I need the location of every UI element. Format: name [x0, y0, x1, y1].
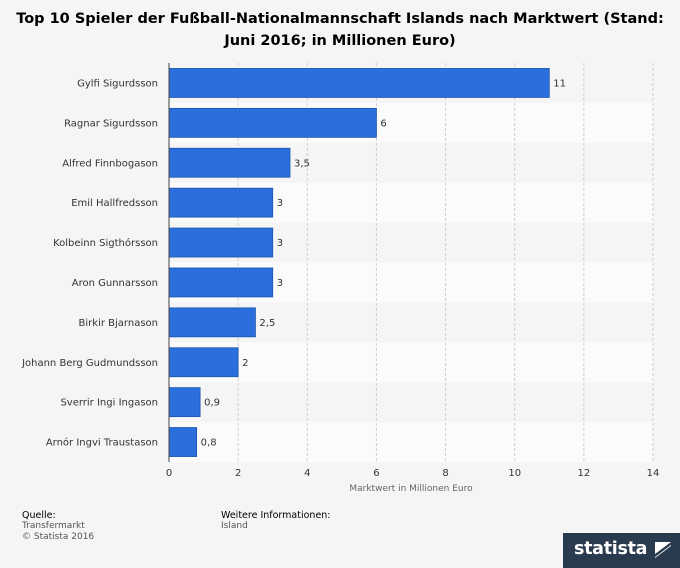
- bar[interactable]: [168, 68, 550, 98]
- bar[interactable]: [168, 267, 274, 298]
- x-tick-label: 0: [166, 468, 172, 479]
- source-block: Quelle: Transfermarkt © Statista 2016: [22, 510, 94, 543]
- x-tick-label: 12: [577, 468, 590, 479]
- data-label: 3,5: [294, 158, 310, 169]
- chart-area: Gylfi Sigurdsson 11 Ragnar Sigurdsson 6 Alfr…: [21, 63, 660, 494]
- chart-title: Top 10 Spieler der Fußball-Nationalmanns…: [16, 11, 664, 49]
- bar[interactable]: [168, 187, 274, 218]
- data-label: 3: [277, 198, 283, 209]
- category-label: Ragnar Sigurdsson: [64, 118, 158, 129]
- info-line: Island: [221, 521, 248, 531]
- logo-text: statista: [574, 539, 648, 559]
- category-label: Arnór Ingvi Traustason: [46, 437, 158, 449]
- x-tick-label: 10: [508, 468, 521, 479]
- row-band: [169, 342, 653, 383]
- source-heading: Quelle:: [22, 510, 56, 521]
- bar[interactable]: [168, 107, 377, 138]
- x-axis-title: Marktwert in Millionen Euro: [349, 484, 473, 494]
- category-label: Kolbeinn Sigthórsson: [53, 237, 158, 249]
- category-label: Emil Hallfredsson: [71, 198, 158, 209]
- info-heading: Weitere Informationen:: [221, 510, 331, 521]
- bar[interactable]: [168, 427, 198, 457]
- data-label: 11: [553, 78, 566, 89]
- x-tick-label: 8: [442, 468, 448, 479]
- data-label: 6: [380, 118, 386, 129]
- x-tick-label: 2: [235, 468, 241, 479]
- statista-logo[interactable]: statista: [563, 533, 680, 568]
- bar[interactable]: [168, 347, 239, 378]
- row-band: [169, 422, 653, 462]
- category-label: Sverrir Ingi Ingason: [60, 398, 158, 409]
- category-label: Birkir Bjarnason: [79, 318, 158, 329]
- data-label: 3: [277, 278, 283, 289]
- bar[interactable]: [168, 147, 291, 178]
- x-tick-label: 4: [304, 468, 310, 479]
- data-label: 2,5: [259, 318, 275, 329]
- x-tick-label: 14: [647, 468, 660, 479]
- bar[interactable]: [168, 307, 256, 338]
- bar[interactable]: [168, 387, 201, 418]
- category-label: Johann Berg Gudmundsson: [21, 358, 158, 369]
- bar[interactable]: [168, 227, 274, 258]
- data-label: 3: [277, 238, 283, 249]
- x-tick-label: 6: [373, 468, 379, 479]
- category-label: Gylfi Sigurdsson: [77, 78, 158, 89]
- source-line: Transfermarkt: [22, 521, 85, 531]
- row-band: [169, 382, 653, 423]
- data-label: 2: [242, 358, 248, 369]
- copyright-line: © Statista 2016: [22, 532, 95, 542]
- info-block: Weitere Informationen: Island: [221, 510, 331, 532]
- statista-mark-icon: [655, 542, 671, 558]
- category-label: Alfred Finnbogason: [62, 158, 158, 169]
- data-label: 0,9: [204, 398, 220, 409]
- category-label: Aron Gunnarsson: [72, 278, 158, 289]
- data-label: 0,8: [201, 438, 217, 449]
